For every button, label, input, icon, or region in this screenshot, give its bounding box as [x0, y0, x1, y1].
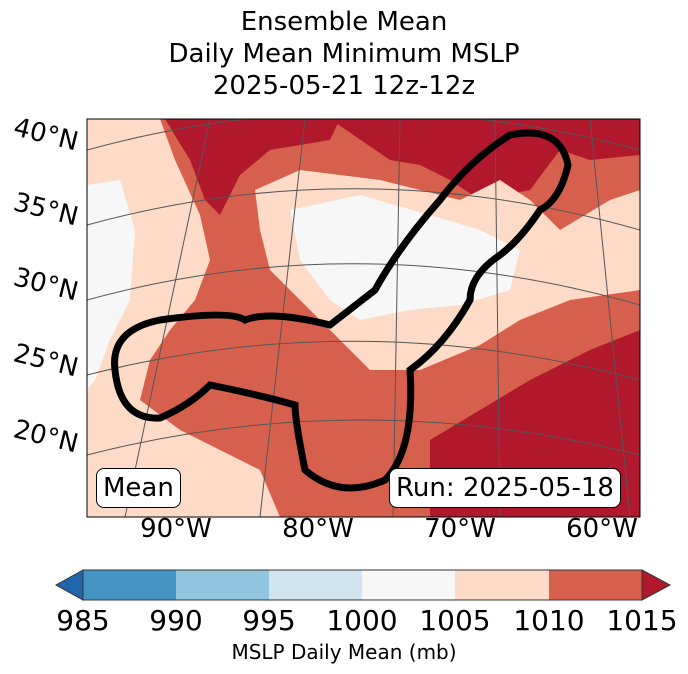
- colorbar: [54, 569, 672, 601]
- colorbar-bin-990-995: [176, 570, 269, 600]
- colorbar-tick: 1015: [606, 604, 678, 637]
- lon-label-60w: 60°W: [566, 514, 638, 544]
- colorbar-tick: 1005: [419, 604, 491, 637]
- field-1005-1010-west: [87, 119, 280, 517]
- title-line-3: 2025-05-21 12z-12z: [212, 71, 476, 101]
- colorbar-tick: 1010: [513, 604, 585, 637]
- map-frame: [86, 118, 641, 518]
- lon-label-90w: 90°W: [140, 514, 212, 544]
- colorbar-tick: 990: [149, 604, 203, 637]
- colorbar-extend-low: [54, 569, 84, 601]
- title-line-1: Ensemble Mean: [240, 7, 448, 37]
- annotation-mean: Mean: [96, 468, 181, 508]
- colorbar-extend-high: [641, 569, 672, 601]
- lon-label-70w: 70°W: [424, 514, 496, 544]
- colorbar-bin-1000-1005: [362, 570, 455, 600]
- field-gt1015-northeast: [330, 119, 640, 200]
- colorbar-bin-1010-1015: [549, 570, 642, 600]
- colorbar-bin-995-1000: [269, 570, 362, 600]
- colorbar-bin-1005-1010: [455, 570, 549, 600]
- colorbar-tick: 1000: [326, 604, 398, 637]
- annotation-run-date: Run: 2025-05-18: [389, 468, 621, 508]
- colorbar-tick: 995: [242, 604, 296, 637]
- colorbar-bin-985-990: [83, 570, 176, 600]
- field-1000-1005-west: [87, 180, 135, 390]
- field-gt1015-north: [165, 119, 340, 215]
- title-line-2: Daily Mean Minimum MSLP: [168, 39, 520, 69]
- contour-outline: [111, 129, 572, 492]
- colorbar-label: MSLP Daily Mean (mb): [231, 640, 457, 664]
- colorbar-tick: 985: [56, 604, 110, 637]
- field-1000-1005-central: [290, 195, 520, 320]
- lon-label-80w: 80°W: [282, 514, 354, 544]
